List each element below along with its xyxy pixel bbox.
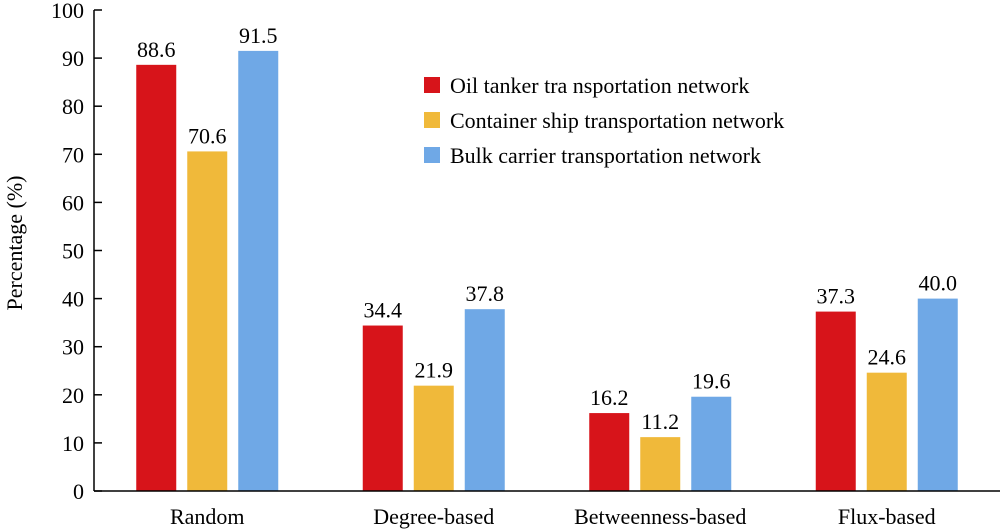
- data-label: 11.2: [641, 409, 679, 434]
- x-axis: Random Degree-based Betweenness-based Flux-…: [94, 490, 1000, 529]
- bar: [238, 50, 279, 491]
- y-tick-label: 50: [62, 239, 84, 264]
- data-label: 70.6: [188, 123, 227, 148]
- y-tick-label: 0: [73, 479, 84, 504]
- data-label: 37.3: [817, 284, 856, 309]
- x-tick-label: Degree-based: [373, 504, 494, 529]
- bar: [413, 385, 454, 491]
- x-tick-label: Betweenness-based: [574, 504, 746, 529]
- y-tick-label: 40: [62, 287, 84, 312]
- y-tick-label: 20: [62, 383, 84, 408]
- data-label: 37.8: [466, 281, 505, 306]
- y-tick-label: 90: [62, 46, 84, 71]
- legend-swatch: [424, 77, 440, 93]
- legend-swatch: [424, 147, 440, 163]
- y-tick-label: 100: [51, 0, 84, 23]
- y-tick-label: 60: [62, 190, 84, 215]
- bar: [640, 437, 681, 491]
- y-axis: 0 10 20 30 40 50 60 70 80 90 100: [51, 0, 102, 504]
- data-label: 40.0: [919, 271, 958, 296]
- data-label: 34.4: [364, 298, 403, 323]
- data-label: 21.9: [415, 358, 454, 383]
- y-tick-label: 70: [62, 142, 84, 167]
- bar: [917, 298, 958, 491]
- y-tick-label: 80: [62, 94, 84, 119]
- y-tick-label: 10: [62, 431, 84, 456]
- bar: [464, 309, 505, 491]
- bar: [815, 311, 856, 491]
- legend-label: Oil tanker tra nsportation network: [450, 73, 749, 98]
- x-tick-label: Flux-based: [838, 504, 936, 529]
- data-label: 16.2: [590, 385, 629, 410]
- y-axis-title: Percentage (%): [2, 176, 27, 311]
- bar: [866, 372, 907, 491]
- bar: [362, 325, 403, 491]
- data-label: 88.6: [137, 37, 176, 62]
- bar: [136, 64, 177, 492]
- bar: [187, 151, 228, 491]
- x-tick-label: Random: [170, 504, 245, 529]
- legend-label: Container ship transportation network: [450, 108, 784, 133]
- data-label: 91.5: [239, 23, 278, 48]
- bars: 88.6 70.6 91.5 34.4 21.9 37.8 16.2 11.2 19.6 37.3…: [136, 23, 958, 492]
- bar: [691, 396, 732, 491]
- data-label: 19.6: [692, 369, 731, 394]
- y-tick-label: 30: [62, 335, 84, 360]
- bar: [589, 413, 630, 491]
- legend-swatch: [424, 112, 440, 128]
- data-label: 24.6: [868, 345, 907, 370]
- legend: Oil tanker tra nsportation network Contai…: [424, 73, 784, 168]
- legend-label: Bulk carrier transportation network: [450, 143, 761, 168]
